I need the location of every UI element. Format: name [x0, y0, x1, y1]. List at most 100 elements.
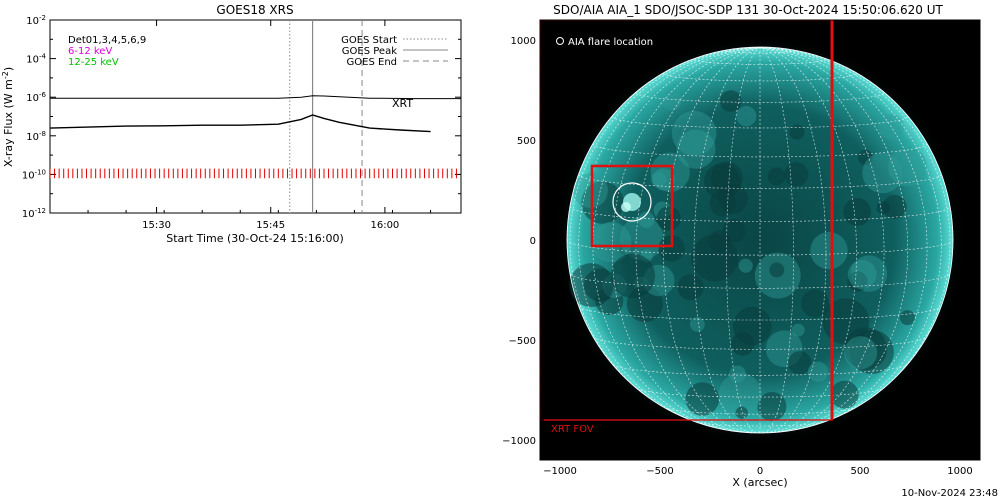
goes-series	[50, 95, 461, 133]
goes-series-line-0	[50, 95, 461, 100]
longitude-line	[759, 47, 928, 432]
goes-series-line-1	[50, 114, 431, 133]
event-legend-label: GOES Start	[341, 35, 397, 46]
solar-surface-feature	[638, 211, 655, 228]
goes-y-tick-label: 10-4	[26, 53, 46, 66]
goes-x-axis: 15:30 15:45 16:00	[49, 20, 432, 231]
goes-y-tick-label: 10-12	[22, 207, 46, 220]
solar-surface-feature	[619, 239, 636, 257]
solar-surface-feature	[676, 129, 716, 169]
solar-surface-feature	[650, 152, 690, 192]
aia-image-title: SDO/AIA AIA_1 SDO/JSOC-SDP 131 30-Oct-20…	[553, 3, 943, 17]
longitude-line	[592, 47, 761, 432]
flare-region-box	[590, 164, 674, 248]
aia-image-panel: SDO/AIA AIA_1 SDO/JSOC-SDP 131 30-Oct-20…	[502, 3, 981, 489]
solar-surface-feature	[729, 365, 746, 383]
solar-surface-feature	[789, 124, 805, 140]
aia-y-tick-label: −500	[509, 336, 536, 347]
longitude-line	[611, 47, 761, 432]
solar-surface-feature	[810, 231, 848, 270]
flare-kernel	[621, 202, 631, 212]
latitude-line	[569, 206, 951, 222]
solar-surface-feature	[590, 222, 632, 263]
longitude-line	[759, 47, 827, 434]
solar-surface-feature	[658, 235, 685, 262]
solar-surface-feature	[769, 262, 785, 278]
latitude-line	[578, 306, 942, 321]
solar-surface-feature	[718, 372, 762, 416]
solar-surface-feature	[878, 114, 904, 141]
solar-surface-feature	[685, 382, 720, 416]
solar-surface-feature	[888, 147, 928, 187]
latitude-line	[636, 388, 884, 398]
solar-surface-feature	[719, 90, 742, 112]
goes-x-axis-label: Start Time (30-Oct-24 15:16:00)	[166, 232, 344, 245]
event-legend-label: GOES End	[347, 57, 397, 68]
flare-location-circle	[612, 182, 652, 222]
generation-timestamp: 10-Nov-2024 23:48	[901, 488, 998, 499]
aia-y-tick-label: 0	[530, 236, 536, 247]
solar-surface-feature	[610, 253, 656, 299]
latitude-line	[569, 273, 951, 289]
solar-surface-feature	[704, 163, 741, 200]
solar-surface-feature	[899, 310, 915, 326]
detector-legend-item: 6-12 keV	[68, 46, 112, 57]
latitude-line	[664, 407, 856, 415]
solar-surface-feature	[857, 149, 873, 165]
goes-x-tick-label: 15:45	[256, 220, 285, 231]
xrt-fov-box	[540, 20, 834, 421]
solar-surface-feature	[652, 168, 675, 191]
solar-surface-feature	[844, 327, 887, 370]
heliographic-grid	[566, 46, 954, 434]
solar-surface-feature	[572, 173, 608, 209]
aia-x-axis: −1000 −500 0 500 1000	[539, 20, 981, 477]
solar-active-regions	[569, 89, 928, 422]
aia-x-tick-label: −500	[646, 466, 673, 477]
goes-y-axis: 10-12 10-10 10-8 10-6 10-4 10-2	[22, 14, 461, 220]
solar-surface-feature	[862, 152, 903, 194]
longitude-line	[759, 47, 942, 428]
solar-surface-feature	[656, 206, 681, 231]
aia-y-tick-label: 1000	[511, 36, 536, 47]
aia-x-tick-label: −1000	[543, 466, 577, 477]
solar-surface-feature	[735, 406, 748, 419]
solar-surface-feature	[784, 162, 809, 187]
solar-surface-feature	[847, 260, 877, 289]
latitude-line	[578, 174, 942, 189]
flare-marker-icon	[556, 37, 564, 45]
solar-limb	[566, 46, 954, 434]
goes-chart-title: GOES18 XRS	[216, 3, 293, 17]
solar-surface-feature	[691, 234, 739, 282]
aia-x-tick-label: 500	[850, 466, 869, 477]
longitude-line	[759, 47, 857, 433]
solar-surface-feature	[767, 167, 786, 186]
longitude-line	[578, 47, 761, 428]
solar-surface-feature	[569, 263, 614, 308]
solar-surface-feature	[807, 361, 829, 382]
latitude-line	[592, 336, 928, 350]
aia-y-axis: −1000 −500 0 500 1000	[502, 19, 980, 461]
longitude-line	[759, 47, 794, 434]
solar-surface-feature	[619, 216, 664, 261]
latitude-line	[612, 364, 908, 376]
aia-x-tick-label: 0	[757, 466, 763, 477]
xrt-label: XRT	[392, 97, 413, 110]
solar-surface-feature	[689, 316, 705, 332]
solar-surface-feature	[847, 271, 868, 292]
goes-x-tick-label: 15:30	[142, 220, 171, 231]
aia-x-axis-label: X (arcsec)	[732, 476, 787, 489]
goes-y-tick-label: 10-6	[26, 91, 46, 104]
latitude-line	[726, 50, 794, 54]
solar-surface-feature	[882, 194, 907, 219]
solar-surface-feature	[844, 336, 878, 370]
latitude-line	[635, 92, 885, 103]
goes-xrs-panel: GOES18 XRS 10-12 10-10 10-8 10-6 10-4 10-2 15…	[1, 3, 462, 245]
solar-surface-feature	[736, 106, 757, 127]
detector-legend-item: Det01,3,4,5,6,9	[68, 35, 146, 46]
solar-surface-feature	[843, 197, 872, 226]
solar-surface-feature	[738, 258, 753, 273]
longitude-line	[726, 47, 761, 434]
longitude-line	[759, 47, 951, 413]
